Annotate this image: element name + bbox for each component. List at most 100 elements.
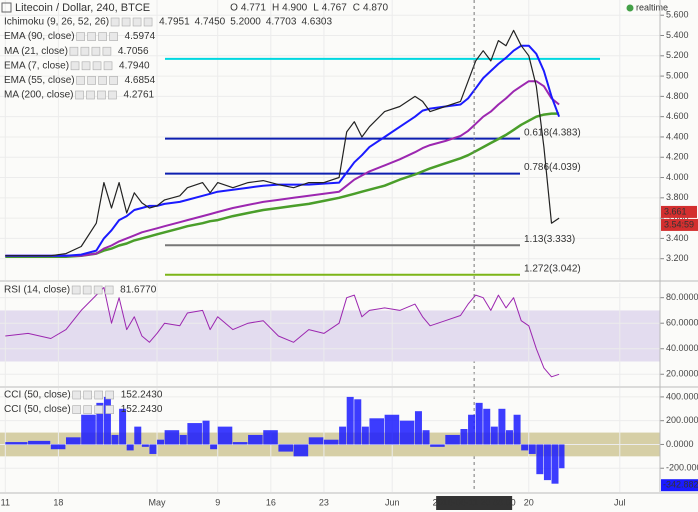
cci-bar xyxy=(263,430,278,445)
last-price-box xyxy=(661,205,697,218)
menu-button[interactable] xyxy=(1,2,12,13)
plot xyxy=(5,287,560,378)
legend-button[interactable] xyxy=(105,405,114,414)
legend-button[interactable] xyxy=(76,76,85,85)
cci-bar xyxy=(521,444,529,451)
legend-button[interactable] xyxy=(109,32,118,41)
band xyxy=(0,310,660,362)
legend-button[interactable] xyxy=(72,390,81,400)
x-tick-label: 16 xyxy=(266,497,276,507)
y-tick-label: 60.0000 xyxy=(666,318,698,328)
legend-reading: 152.2430 xyxy=(121,404,163,415)
legend-button[interactable] xyxy=(94,405,103,414)
y-tick-label: 5.000 xyxy=(666,70,689,80)
series-line xyxy=(5,44,561,257)
legend-button[interactable] xyxy=(102,46,112,56)
legend-reading: 4.6854 xyxy=(125,75,156,86)
cci-bar xyxy=(323,439,339,445)
legend-button[interactable] xyxy=(75,90,84,100)
cci-bar xyxy=(164,430,180,445)
series-line xyxy=(5,287,560,378)
cci-bar xyxy=(81,414,96,445)
crosshair-label: 2016-06-11 20:00:00 xyxy=(433,497,516,507)
cci-bar xyxy=(157,439,165,445)
legend-button[interactable] xyxy=(91,46,101,56)
x-tick-label: 9 xyxy=(215,497,220,507)
legend-button[interactable] xyxy=(98,76,107,85)
legend-button[interactable] xyxy=(105,390,114,400)
y-tick-label: 80.0000 xyxy=(666,292,698,302)
legend-button[interactable] xyxy=(94,390,103,400)
y-tick-label: 5.200 xyxy=(666,50,689,60)
legend-reading: 4.2761 xyxy=(123,90,154,101)
legend-button[interactable] xyxy=(108,90,117,100)
cci-bar xyxy=(513,414,521,445)
legend-button[interactable] xyxy=(86,90,95,100)
legend-button[interactable] xyxy=(71,285,81,295)
cci-bar xyxy=(536,444,544,475)
legend-button[interactable] xyxy=(87,76,96,85)
level-label: 1.272(3.042) xyxy=(524,263,581,274)
legend-button[interactable] xyxy=(76,32,85,41)
cci-bar xyxy=(346,396,354,445)
legend-button[interactable] xyxy=(103,61,113,71)
legend-button[interactable] xyxy=(110,17,120,27)
legend-name: EMA (55, close) xyxy=(4,75,75,86)
cci-bar xyxy=(202,420,210,445)
series-line xyxy=(5,112,560,258)
y-tick-label: 4.800 xyxy=(666,91,689,101)
legend-button[interactable] xyxy=(82,285,92,295)
legend-button[interactable] xyxy=(69,46,79,56)
cci-bar xyxy=(460,429,468,445)
legend-button[interactable] xyxy=(93,285,103,295)
legend-button[interactable] xyxy=(104,285,114,295)
cci-bar xyxy=(96,402,104,445)
legend-name: CCI (50, close) xyxy=(4,404,71,415)
legend-button[interactable] xyxy=(81,61,91,71)
cci-bar xyxy=(187,423,202,445)
legend-button[interactable] xyxy=(132,17,142,27)
y-tick-label: 4.400 xyxy=(666,131,689,141)
legend-button[interactable] xyxy=(83,390,92,400)
legend-button[interactable] xyxy=(80,46,90,56)
legend-button[interactable] xyxy=(83,405,92,414)
cci-bar xyxy=(468,414,476,445)
countdown-box xyxy=(661,218,698,231)
cci-bar xyxy=(66,437,81,445)
legend-reading: 81.6770 xyxy=(120,285,157,296)
series-line xyxy=(5,80,560,257)
cci-bar xyxy=(339,426,347,445)
cci-bar xyxy=(399,420,415,445)
legend-reading: 152.2430 xyxy=(121,390,163,401)
legend-button[interactable] xyxy=(87,32,96,41)
last-value-label: -342.882 xyxy=(663,480,698,490)
legend-reading: 4.7056 xyxy=(118,46,149,57)
x-tick-label: 18 xyxy=(53,497,63,507)
legend-button[interactable] xyxy=(97,90,106,100)
legend-name: MA (200, close) xyxy=(4,90,73,101)
legend-button[interactable] xyxy=(121,17,131,27)
legend-name: CCI (50, close) xyxy=(4,390,71,401)
x-tick-label: 23 xyxy=(319,497,329,507)
legend-button[interactable] xyxy=(143,17,153,27)
cci-bar xyxy=(422,430,430,445)
legend-button[interactable] xyxy=(98,32,107,41)
last-value-box xyxy=(661,479,698,492)
y-tick-label: 4.600 xyxy=(666,111,689,121)
legend-reading: 4.7703 xyxy=(266,17,297,28)
countdown-label: 3.54:59 xyxy=(664,219,694,229)
legend-button[interactable] xyxy=(109,76,118,85)
cci-bar xyxy=(414,411,422,445)
cci-bar xyxy=(308,437,324,445)
legend-button[interactable] xyxy=(92,61,102,71)
cci-bar xyxy=(354,399,362,445)
cci-bar xyxy=(119,408,127,445)
panel: -200.0000 0.0000 200.0000 400.0000 CCI (50, … xyxy=(0,388,698,507)
level-label: 0.618(4.383) xyxy=(524,127,581,138)
legend-button[interactable] xyxy=(70,61,80,71)
cci-bar xyxy=(5,442,28,445)
legend-button[interactable] xyxy=(72,405,81,414)
ohlc-key: L xyxy=(313,3,319,14)
y-tick-label: 3.800 xyxy=(666,192,689,202)
